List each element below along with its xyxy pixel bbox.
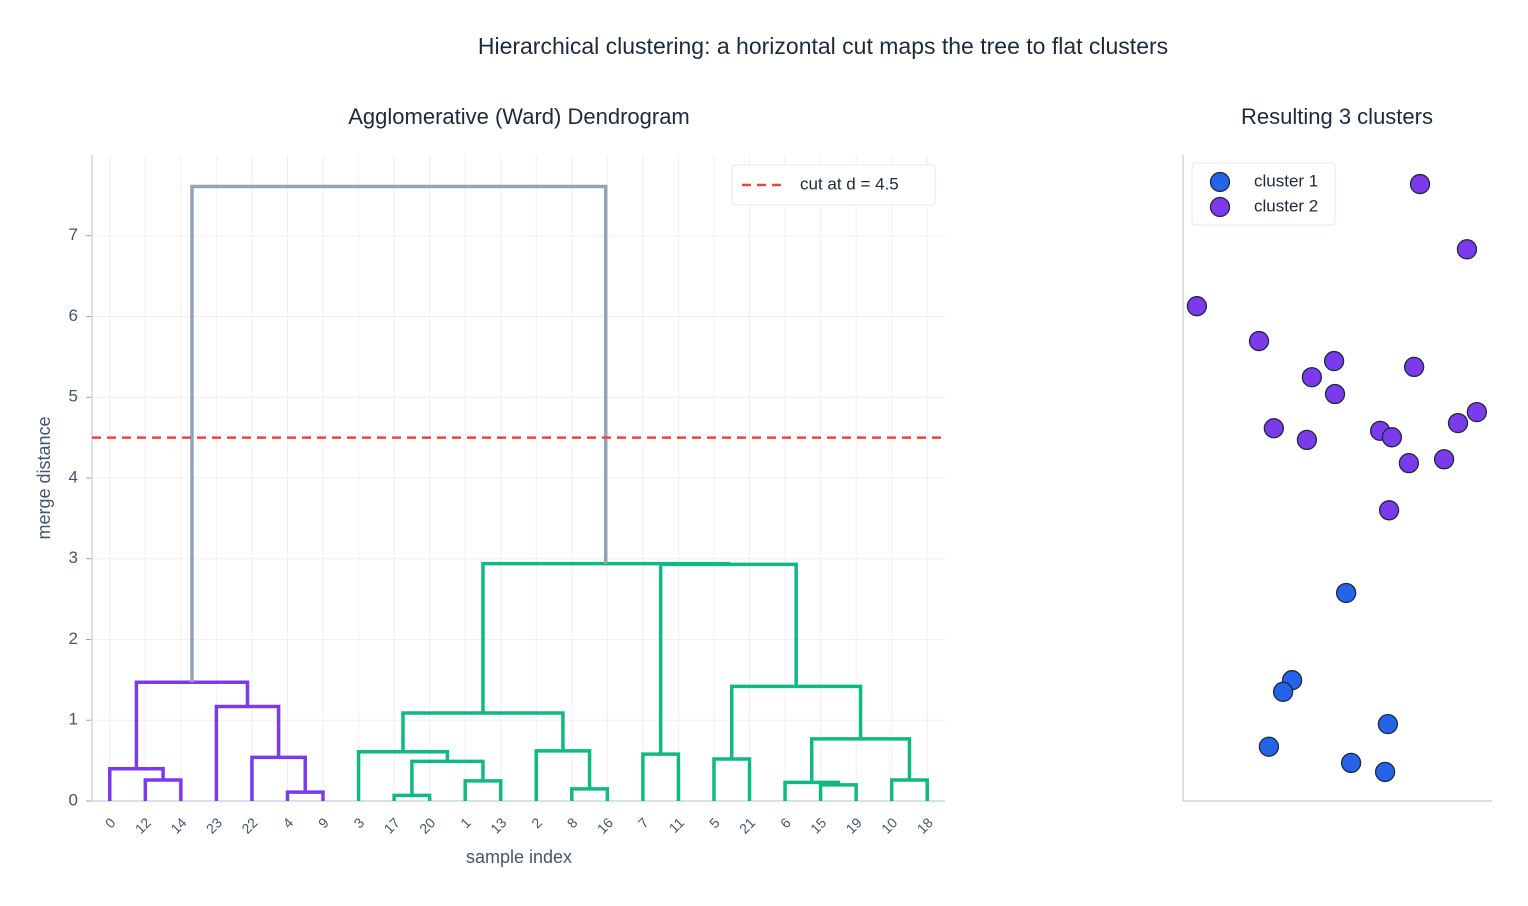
dendrogram-link [143,778,183,801]
y-tick-label: 4 [69,467,78,486]
chart-title: Agglomerative (Ward) Dendrogram [348,104,690,129]
point [1409,173,1431,195]
point [1301,367,1323,388]
dendrogram-link [818,783,858,801]
x-tick-label: 14 [167,814,189,836]
dendrogram-link [481,561,731,713]
legend-marker [1209,171,1231,193]
y-tick-label: 3 [69,548,78,567]
x-tick-label: 3 [350,814,367,831]
x-tick-label: 0 [102,814,119,831]
point [1398,452,1420,474]
dendrogram-link [809,737,912,783]
x-tick-label: 19 [843,814,865,836]
point [1456,239,1478,260]
point [1377,713,1399,735]
point [1336,582,1357,604]
dendrogram-link [285,790,325,801]
x-tick-label: 13 [487,814,509,836]
x-tick-label: 23 [203,814,225,836]
x-tick-label: 22 [238,814,260,836]
x-tick-label: 1 [457,814,474,831]
point [1263,418,1284,439]
x-tick-label: 16 [594,814,616,836]
x-tick-label: 17 [381,814,403,836]
y-axis-label: merge distance [34,416,54,539]
y-tick-label: 6 [69,306,78,325]
x-tick-label: 10 [878,814,900,836]
dendrogram-link [641,752,681,801]
dendrogram-link [570,787,610,801]
x-tick-label: 7 [635,814,652,831]
x-tick-label: 5 [706,814,723,831]
point [1296,429,1318,451]
chart-title: Resulting 3 clusters [1241,104,1433,129]
point [1272,681,1294,702]
point [1248,330,1270,352]
point [1323,350,1345,372]
point [1324,383,1346,405]
y-tick-label: 5 [69,387,78,406]
x-tick-label: 21 [736,814,758,836]
dendrogram-link [463,779,503,801]
point [1340,752,1362,774]
legend-box [731,164,936,206]
x-tick-label: 6 [777,814,794,831]
dendrogram-link [214,704,281,801]
x-tick-label: 11 [666,814,688,836]
y-tick-label: 7 [69,225,78,244]
x-tick-label: 9 [315,814,332,831]
dendrogram-link [889,778,929,801]
point [1447,412,1469,434]
legend-label: cluster 1 [1254,171,1318,190]
dendrogram-link [410,759,485,796]
point [1466,401,1488,423]
x-tick-label: 15 [807,814,829,836]
x-tick-label: 8 [564,814,581,831]
legend-marker [1209,196,1231,218]
dendrogram-link [250,755,307,801]
dendrogram-link [108,766,165,801]
y-tick-label: 2 [69,629,78,648]
legend-label: cut at d = 4.5 [800,174,899,193]
point [1403,356,1425,378]
point [1374,761,1396,783]
x-axis-label: sample index [466,847,572,867]
dendrogram-link [534,749,592,801]
y-tick-label: 0 [69,790,78,809]
figure-title: Hierarchical clustering: a horizontal cu… [478,33,1168,59]
dendrogram-link [190,184,608,683]
x-tick-label: 4 [279,814,296,831]
dendrogram-link [712,757,752,801]
x-tick-label: 12 [132,814,154,836]
dendrogram-link [392,793,432,801]
dendrogram-link [730,684,863,760]
dendrogram-link [401,711,565,752]
point [1381,427,1403,448]
point [1258,736,1280,757]
legend-label: cluster 2 [1254,196,1318,215]
point [1433,449,1455,470]
x-tick-label: 2 [528,814,545,831]
dendrogram-link [658,562,798,755]
point [1186,296,1208,317]
point [1378,500,1400,521]
dendrogram-link [134,680,250,769]
x-tick-label: 20 [416,814,438,836]
y-tick-label: 1 [69,710,78,729]
x-tick-label: 18 [914,814,936,836]
